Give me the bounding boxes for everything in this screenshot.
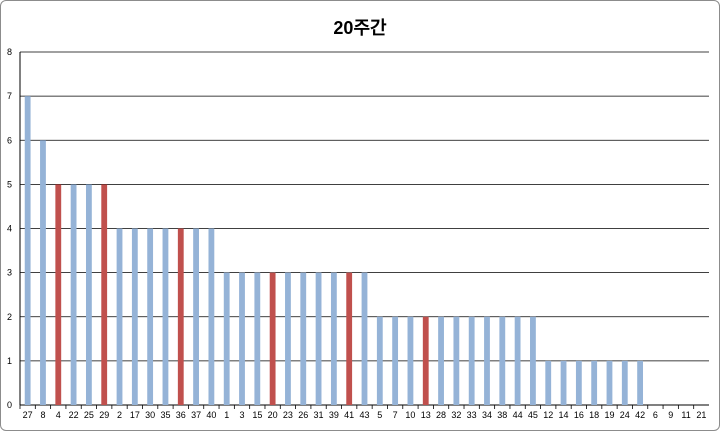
x-tick-label: 14 <box>559 410 569 420</box>
bar <box>606 360 613 405</box>
bar <box>131 228 138 405</box>
bar <box>392 316 399 405</box>
y-tick-label: 6 <box>7 135 12 145</box>
x-tick-label: 34 <box>482 410 492 420</box>
x-tick-label: 31 <box>314 410 324 420</box>
x-tick-label: 27 <box>23 410 33 420</box>
x-tick-label: 4 <box>56 410 61 420</box>
x-tick-label: 33 <box>467 410 477 420</box>
y-tick-label: 3 <box>7 268 12 278</box>
bar-highlighted <box>101 184 108 405</box>
bar-highlighted <box>55 184 62 405</box>
bar <box>453 316 460 405</box>
x-tick-label: 32 <box>451 410 461 420</box>
x-tick-label: 9 <box>668 410 673 420</box>
x-tick-label: 13 <box>421 410 431 420</box>
bar <box>361 272 368 405</box>
bar <box>530 316 536 405</box>
x-tick-label: 16 <box>574 410 584 420</box>
bar <box>407 316 414 405</box>
x-tick-label: 19 <box>604 410 614 420</box>
bar <box>40 140 46 405</box>
bar <box>193 228 199 405</box>
x-tick-label: 21 <box>696 410 706 420</box>
y-tick-label: 1 <box>7 356 12 366</box>
x-tick-label: 37 <box>191 410 201 420</box>
bar <box>208 228 215 405</box>
bar <box>147 228 154 405</box>
bar <box>484 316 490 405</box>
y-tick-label: 8 <box>7 47 12 57</box>
x-tick-label: 24 <box>620 410 630 420</box>
x-tick-label: 41 <box>344 410 354 420</box>
y-tick-label: 4 <box>7 224 12 234</box>
bar-highlighted <box>177 228 184 405</box>
bar <box>499 316 506 405</box>
x-tick-label: 5 <box>377 410 382 420</box>
bar <box>637 360 644 405</box>
bar <box>330 272 337 405</box>
x-tick-label: 40 <box>206 410 216 420</box>
bar-highlighted <box>269 272 276 405</box>
x-tick-label: 11 <box>681 410 690 420</box>
bar <box>468 316 475 405</box>
x-tick-label: 45 <box>528 410 538 420</box>
x-tick-label: 1 <box>224 410 229 420</box>
x-tick-label: 3 <box>240 410 245 420</box>
bar <box>24 96 31 405</box>
bar <box>70 184 77 405</box>
x-tick-label: 42 <box>635 410 645 420</box>
chart-title: 20주간 <box>333 18 387 38</box>
bar <box>514 316 521 405</box>
bar <box>116 228 123 405</box>
bar <box>438 316 444 405</box>
x-tick-label: 30 <box>145 410 155 420</box>
x-tick-label: 7 <box>393 410 398 420</box>
x-tick-label: 26 <box>298 410 308 420</box>
bar <box>315 272 322 405</box>
x-tick-label: 29 <box>99 410 109 420</box>
x-tick-label: 2 <box>117 410 122 420</box>
bar <box>85 184 92 405</box>
x-tick-label: 38 <box>497 410 507 420</box>
bar <box>223 272 230 405</box>
x-tick-label: 20 <box>268 410 278 420</box>
x-tick-label: 39 <box>329 410 339 420</box>
x-tick-label: 15 <box>252 410 262 420</box>
bar <box>376 316 383 405</box>
bar <box>162 228 169 405</box>
bar <box>545 360 552 405</box>
bar <box>254 272 261 405</box>
x-tick-label: 17 <box>130 410 140 420</box>
x-tick-label: 10 <box>405 410 415 420</box>
bar <box>300 272 307 405</box>
y-tick-label: 0 <box>7 400 12 410</box>
y-tick-label: 5 <box>7 179 12 189</box>
x-tick-label: 36 <box>176 410 186 420</box>
bar <box>575 360 582 405</box>
x-tick-label: 44 <box>513 410 523 420</box>
x-tick-label: 18 <box>589 410 599 420</box>
y-tick-label: 7 <box>7 91 12 101</box>
bar <box>560 360 567 405</box>
x-tick-label: 35 <box>160 410 170 420</box>
bar <box>591 360 598 405</box>
bar-highlighted <box>346 272 353 405</box>
x-tick-label: 25 <box>84 410 94 420</box>
x-tick-label: 22 <box>69 410 79 420</box>
x-tick-label: 12 <box>543 410 553 420</box>
bar-highlighted <box>422 316 429 405</box>
x-tick-label: 28 <box>436 410 446 420</box>
x-tick-label: 8 <box>40 410 45 420</box>
bar <box>285 272 291 405</box>
bar <box>621 360 628 405</box>
x-tick-label: 43 <box>359 410 369 420</box>
x-tick-label: 6 <box>653 410 658 420</box>
y-tick-label: 2 <box>7 312 12 322</box>
x-tick-label: 23 <box>283 410 293 420</box>
bar <box>239 272 245 405</box>
